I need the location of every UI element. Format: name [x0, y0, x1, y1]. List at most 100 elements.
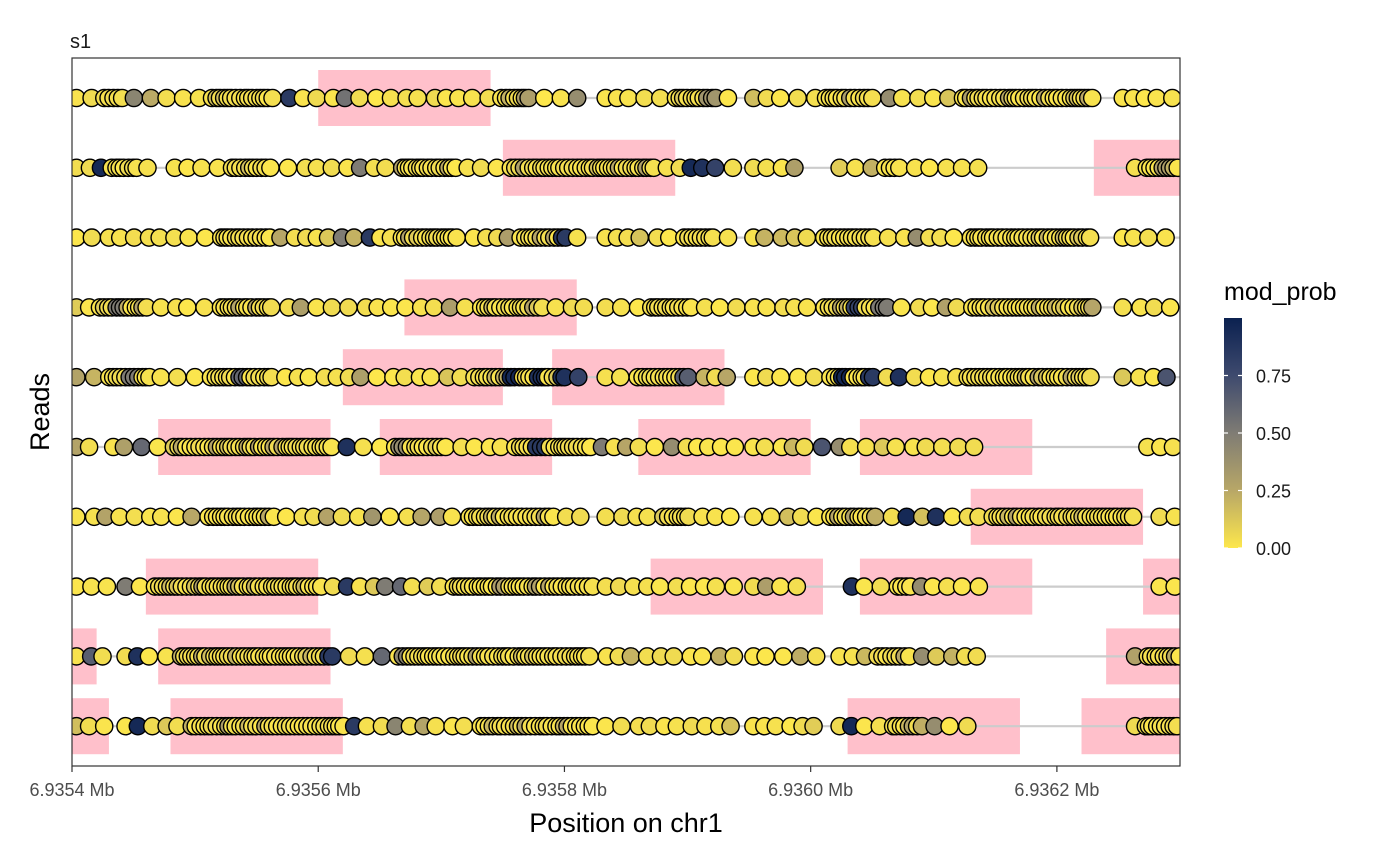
mod-prob-point	[1157, 367, 1176, 387]
mod-prob-point	[952, 577, 972, 596]
mod-prob-point	[897, 507, 916, 527]
mod-prob-point	[940, 716, 959, 736]
mod-prob-point	[363, 507, 382, 527]
legend-tick-label: 0.75	[1256, 367, 1291, 387]
mod-prob-point	[706, 577, 726, 596]
mod-prob-point	[854, 577, 874, 596]
mod-prob-point	[339, 298, 358, 317]
mod-prob-point	[968, 158, 988, 178]
mod-prob-point	[795, 437, 814, 457]
legend-title: mod_prob	[1224, 278, 1337, 306]
mod-prob-point	[72, 228, 86, 247]
mod-prob-point	[351, 367, 370, 387]
mod-prob-point	[567, 88, 587, 108]
mod-prob-point	[157, 88, 176, 108]
mod-prob-point	[840, 437, 860, 457]
mod-prob-point	[774, 647, 793, 666]
y-axis-label: Reads	[25, 373, 55, 451]
mod-prob-point	[339, 647, 359, 666]
mod-prob-point	[442, 507, 462, 527]
mod-prob-point	[412, 507, 431, 527]
plot-panel-border	[71, 57, 1181, 767]
mod-prob-point	[863, 88, 882, 108]
mod-prob-point	[723, 158, 743, 178]
mod-prob-point	[72, 367, 86, 387]
mod-prob-point	[761, 507, 781, 527]
mod-prob-point	[322, 298, 342, 317]
mod-prob-point	[93, 647, 112, 666]
mod-prob-point	[178, 298, 197, 317]
mod-prob-point	[865, 507, 885, 527]
mod-prob-point	[878, 228, 898, 247]
mod-prob-point	[192, 158, 211, 178]
mod-prob-point	[770, 88, 790, 108]
mod-prob-point	[619, 88, 638, 108]
mod-prob-point	[322, 158, 342, 178]
mod-prob-point	[942, 507, 962, 527]
mod-prob-point	[967, 647, 987, 666]
mod-prob-point	[724, 647, 744, 666]
mod-prob-point	[830, 158, 849, 178]
mod-prob-point	[72, 507, 86, 527]
mod-prob-point	[1082, 88, 1102, 108]
mod-prob-point	[886, 437, 906, 457]
mod-prob-point	[755, 437, 775, 457]
x-tick-label: 6.9360 Mb	[768, 780, 853, 800]
mod-prob-point	[436, 437, 455, 457]
mod-prob-point	[664, 647, 684, 666]
mod-prob-point	[291, 298, 311, 317]
mod-prob-point	[755, 228, 774, 247]
point-layer	[72, 88, 1180, 736]
mod-prob-point	[138, 158, 157, 178]
mod-prob-point	[724, 577, 744, 596]
mod-prob-point	[892, 298, 911, 317]
mod-prob-point	[322, 647, 342, 666]
mod-prob-point	[151, 507, 171, 527]
mod-prob-point	[920, 158, 939, 178]
mod-prob-point	[757, 158, 776, 178]
mod-prob-point	[630, 228, 650, 247]
mod-prob-point	[567, 228, 587, 247]
mod-prob-point	[1113, 298, 1133, 317]
mod-prob-point	[718, 228, 738, 247]
mod-prob-point	[856, 437, 876, 457]
legend-tick-label: 0.25	[1256, 482, 1291, 502]
mod-prob-point	[1113, 367, 1133, 387]
mod-prob-point	[337, 437, 357, 457]
mod-prob-point	[958, 716, 977, 736]
mod-prob-point	[519, 88, 538, 108]
x-axis: 6.9354 Mb 6.9356 Mb 6.9358 Mb 6.9360 Mb 6.93…	[29, 766, 1099, 800]
mod-prob-point	[465, 437, 484, 457]
mod-prob-point	[718, 88, 738, 108]
mod-prob-point	[276, 507, 296, 527]
mod-prob-point	[797, 228, 817, 247]
mod-prob-point	[937, 158, 956, 178]
mod-prob-point	[944, 228, 964, 247]
mod-prob-point	[454, 716, 474, 736]
mod-prob-point	[952, 158, 972, 178]
mod-prob-point	[1165, 507, 1180, 527]
mod-prob-point	[82, 577, 101, 596]
legend-colorbar	[1224, 318, 1242, 548]
mod-prob-point	[1147, 88, 1167, 108]
mod-prob-point	[367, 367, 387, 387]
mod-prob-point	[139, 647, 159, 666]
mod-prob-point	[650, 577, 670, 596]
mod-prob-point	[1168, 158, 1180, 178]
mod-prob-point	[132, 437, 151, 457]
mod-prob-point	[82, 228, 102, 247]
mod-prob-point	[889, 367, 909, 387]
mod-prob-point	[455, 298, 475, 317]
mod-prob-point	[727, 298, 746, 317]
mod-prob-point	[1080, 228, 1100, 247]
x-axis-label: Position on chr1	[529, 808, 723, 838]
x-tick-label: 6.9362 Mb	[1014, 780, 1099, 800]
mod-prob-point	[182, 507, 201, 527]
mod-prob-point	[871, 577, 891, 596]
mod-prob-point	[148, 437, 168, 457]
mod-prob-point	[114, 437, 134, 457]
mod-prob-point	[705, 158, 725, 178]
mod-prob-point	[638, 507, 658, 527]
mod-prob-point	[278, 158, 298, 178]
mod-prob-point	[785, 158, 804, 178]
